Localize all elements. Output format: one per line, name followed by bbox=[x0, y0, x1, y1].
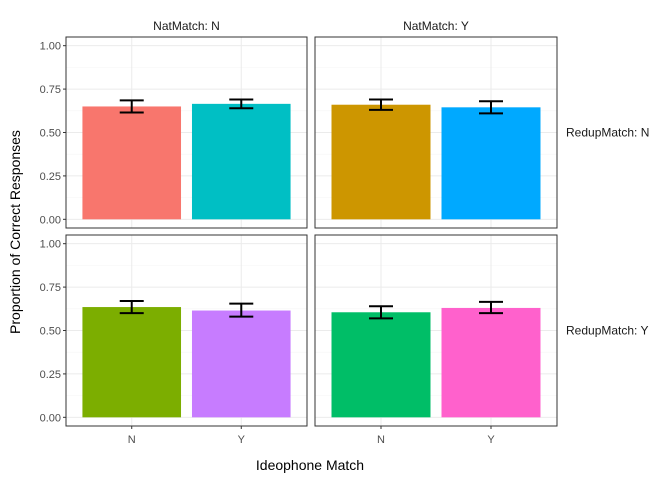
bar-y bbox=[191, 310, 291, 418]
y-tick-label: 0.50 bbox=[40, 326, 61, 338]
error-bar-n bbox=[369, 98, 393, 111]
y-tick-label: 0.25 bbox=[40, 369, 61, 381]
bar-n bbox=[331, 312, 431, 418]
error-bar-y bbox=[229, 98, 254, 110]
bar-n bbox=[331, 104, 431, 220]
bar-n bbox=[82, 307, 182, 418]
y-tick-label: 0.00 bbox=[40, 214, 61, 226]
y-tick-label: 0.75 bbox=[40, 282, 61, 294]
bar-y bbox=[441, 107, 541, 220]
y-tick-label: 1.00 bbox=[40, 41, 61, 53]
strip-label-col-2: NatMatch: Y bbox=[403, 19, 469, 33]
y-tick-label: 0.00 bbox=[40, 412, 61, 424]
x-tick-label: Y bbox=[238, 434, 246, 446]
strip-label-row-1: RedupMatch: N bbox=[566, 126, 649, 140]
y-tick-label: 0.50 bbox=[40, 128, 61, 140]
y-tick-label: 0.75 bbox=[40, 84, 61, 96]
error-bar-n bbox=[119, 299, 144, 315]
x-tick-label: N bbox=[128, 434, 136, 446]
facet-panels: 0.00 0.25 0.50 0.75 1.00 0.00 0.25 0.50 0.75 1.00… bbox=[40, 19, 650, 446]
error-bar-y bbox=[479, 100, 503, 115]
strip-label-col-1: NatMatch: N bbox=[153, 19, 220, 33]
y-tick-label: 1.00 bbox=[40, 239, 61, 251]
error-bar-n bbox=[369, 305, 393, 320]
error-bar-y bbox=[229, 302, 254, 318]
panel-r1-c1: 0.00 0.25 0.50 0.75 1.00 bbox=[40, 36, 308, 229]
error-bar-y bbox=[479, 300, 503, 315]
bar-n bbox=[82, 106, 182, 220]
panel-border bbox=[314, 36, 558, 229]
panel-r2-c1: 0.00 0.25 0.50 0.75 1.00 N Y bbox=[40, 234, 308, 446]
bar-y bbox=[441, 307, 541, 418]
strip-label-row-2: RedupMatch: Y bbox=[566, 324, 649, 338]
panel-r1-c2 bbox=[314, 36, 558, 229]
panel-border bbox=[314, 234, 558, 427]
y-axis-title: Proportion of Correct Responses bbox=[7, 130, 23, 334]
error-bar-n bbox=[119, 99, 144, 114]
bar-y bbox=[191, 103, 291, 220]
x-axis-title: Ideophone Match bbox=[256, 457, 364, 473]
x-tick-label: N bbox=[377, 434, 385, 446]
x-tick-label: Y bbox=[487, 434, 495, 446]
y-tick-label: 0.25 bbox=[40, 171, 61, 183]
